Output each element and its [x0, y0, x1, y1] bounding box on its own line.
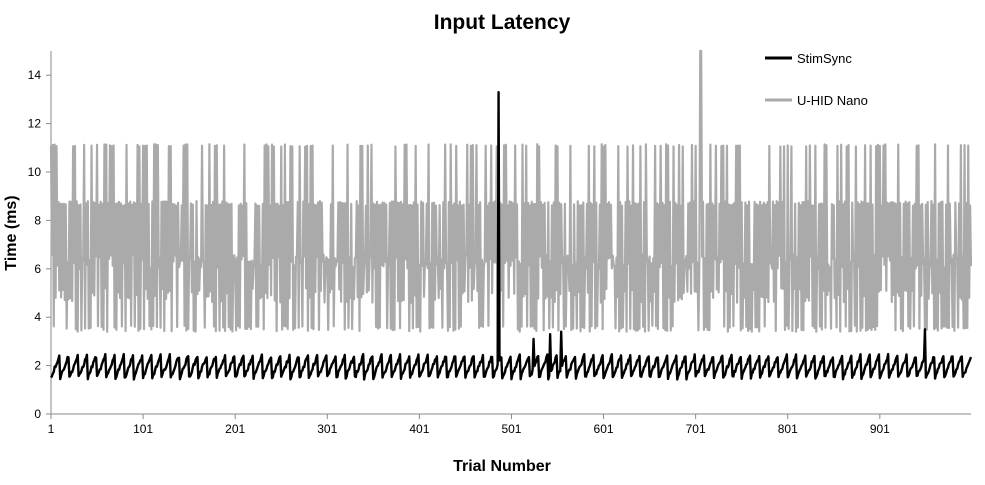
legend-label-u-hid-nano: U-HID Nano: [797, 93, 868, 108]
y-axis-label: Time (ms): [3, 195, 20, 270]
y-tick-label: 0: [34, 407, 41, 421]
legend-label-stimsync: StimSync: [797, 51, 852, 66]
x-tick-label: 701: [686, 422, 706, 436]
y-tick-label: 4: [34, 310, 41, 324]
x-tick-label: 501: [501, 422, 521, 436]
chart-title: Input Latency: [434, 11, 571, 34]
y-tick-label: 14: [28, 68, 42, 82]
y-tick-label: 2: [34, 359, 41, 373]
y-tick-label: 6: [34, 262, 41, 276]
y-tick-label: 8: [34, 213, 41, 227]
x-tick-label: 801: [778, 422, 798, 436]
x-tick-label: 101: [133, 422, 153, 436]
x-axis-label: Trial Number: [453, 458, 551, 475]
x-tick-label: 1: [48, 422, 55, 436]
x-tick-label: 201: [225, 422, 245, 436]
y-tick-label: 10: [28, 165, 42, 179]
x-tick-label: 301: [317, 422, 337, 436]
legend: StimSync U-HID Nano: [765, 51, 868, 108]
x-tick-label: 601: [594, 422, 614, 436]
x-tick-label: 401: [409, 422, 429, 436]
y-tick-label: 12: [28, 117, 42, 131]
plot-area: 0 2 4 6 8 10 12 14 1 101 201 301 401 501 601 701 801 901: [28, 49, 973, 436]
series-line-u-hid-nano: [49, 49, 973, 333]
series-line-stimsync: [50, 90, 973, 381]
x-tick-label: 901: [870, 422, 890, 436]
